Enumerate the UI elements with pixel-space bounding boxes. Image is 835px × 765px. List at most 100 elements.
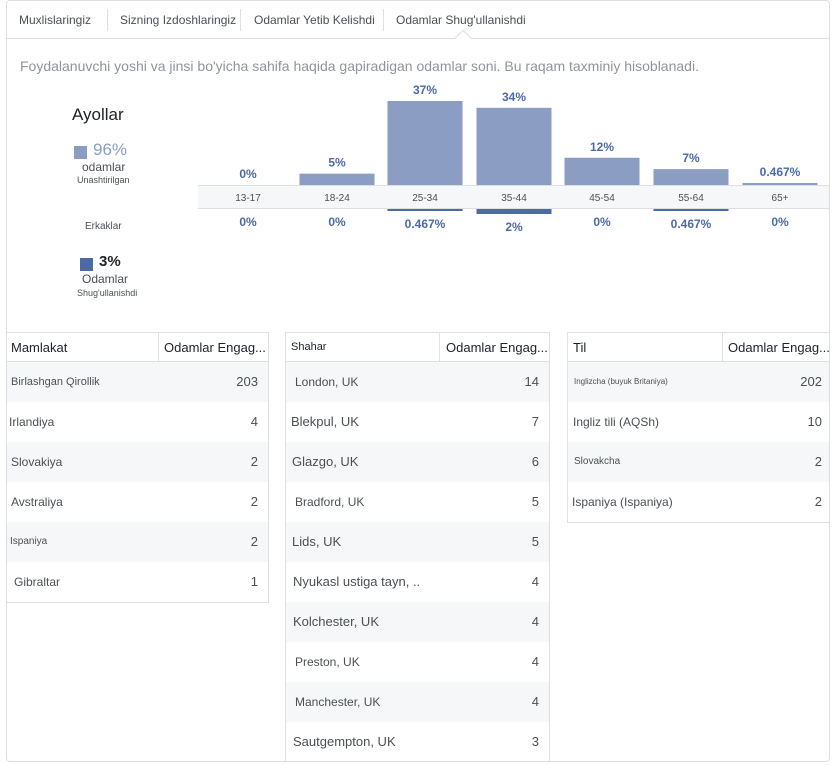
age-axis-strip	[198, 185, 829, 209]
city-engaged-column-header[interactable]: Odamlar Engag...	[446, 340, 548, 355]
city-value-cell: 4	[531, 654, 539, 669]
table-row: Bradford, UK 5	[286, 482, 549, 522]
country-name-cell: Ispaniya	[10, 536, 48, 547]
city-name-cell: London, UK	[295, 375, 359, 389]
city-name-cell: Bradford, UK	[295, 495, 365, 509]
language-name-cell: Inglizcha (buyuk Britaniya)	[574, 377, 668, 386]
tab-fans[interactable]: Muxlislaringiz	[19, 13, 92, 27]
table-row: Slovakcha 2	[568, 442, 829, 482]
table-row: Gibraltar 1	[7, 562, 268, 602]
men-value-label: 0%	[328, 215, 346, 229]
city-value-cell: 7	[531, 414, 539, 429]
table-row: Lids, UK 5	[286, 522, 549, 562]
table-row: Nyukasl ustiga tayn, .. 4	[286, 562, 549, 602]
women-value-label: 5%	[328, 156, 346, 170]
language-table-header: Til Odamlar Engag...	[568, 332, 830, 362]
country-table-header: Mamlakat Odamlar Engag...	[7, 332, 268, 362]
women-value-label: 34%	[502, 90, 526, 104]
city-table: Shahar Odamlar Engag... London, UK 14 Blek…	[285, 332, 550, 761]
women-value-label: 12%	[590, 140, 614, 154]
age-category-label: 55-64	[678, 193, 704, 204]
table-row: Sautgempton, UK 3	[286, 722, 549, 761]
women-value-label: 37%	[413, 83, 437, 97]
country-value-cell: 2	[250, 454, 258, 469]
table-row: Ingliz tili (AQSh) 10	[568, 402, 829, 442]
age-category-label: 18-24	[324, 193, 350, 204]
language-value-cell: 2	[814, 494, 822, 509]
women-bar-55-64[interactable]	[653, 169, 729, 185]
city-name-cell: Preston, UK	[295, 655, 360, 669]
table-row: Manchester, UK 4	[286, 682, 549, 722]
city-table-header: Shahar Odamlar Engag...	[286, 332, 549, 362]
language-name-cell: Ingliz tili (AQSh)	[573, 415, 660, 429]
women-swatch	[74, 146, 87, 159]
country-name-cell: Irlandiya	[9, 415, 55, 429]
women-bar-35-44[interactable]	[476, 107, 552, 185]
tab-divider	[240, 9, 241, 31]
women-value-label: 0.467%	[760, 165, 801, 179]
age-category-label: 45-54	[589, 193, 615, 204]
women-bar-25-34[interactable]	[387, 101, 463, 185]
tab-bar: Muxlislaringiz Sizning Izdoshlaringiz Od…	[7, 1, 829, 47]
age-category-label: 25-34	[412, 193, 438, 204]
country-table: Mamlakat Odamlar Engag... Birlashgan Qir…	[7, 332, 269, 603]
city-value-cell: 4	[531, 574, 539, 589]
city-value-cell: 4	[531, 614, 539, 629]
country-value-cell: 203	[236, 374, 258, 389]
language-column-header[interactable]: Til	[573, 340, 587, 355]
age-category-label: 13-17	[235, 193, 261, 204]
men-swatch	[80, 258, 93, 271]
women-bar-65+[interactable]	[742, 183, 818, 185]
language-value-cell: 2	[814, 454, 822, 469]
country-name-cell: Slovakiya	[11, 455, 63, 469]
men-value-label: 0%	[593, 215, 611, 229]
city-value-cell: 3	[531, 734, 539, 749]
tab-divider	[107, 9, 108, 31]
women-bar-45-54[interactable]	[564, 157, 640, 185]
men-subtitle: Shug'ullanishdi	[77, 288, 138, 298]
table-row: Avstraliya 2	[7, 482, 268, 522]
tab-followers[interactable]: Sizning Izdoshlaringiz	[120, 13, 237, 27]
women-value-label: 7%	[682, 151, 700, 165]
column-divider	[158, 333, 159, 362]
tab-people-engaged[interactable]: Odamlar Shug'ullanishdi	[396, 13, 526, 27]
country-value-cell: 2	[250, 494, 258, 509]
tab-divider	[383, 9, 384, 31]
table-row: Irlandiya 4	[7, 402, 268, 442]
men-title: Erkaklar	[85, 221, 122, 232]
language-engaged-column-header[interactable]: Odamlar Engag...	[728, 340, 830, 355]
city-name-cell: Glazgo, UK	[292, 454, 359, 469]
country-name-cell: Avstraliya	[11, 495, 63, 509]
women-subtitle: Unashtirilgan	[77, 175, 130, 185]
country-name-cell: Gibraltar	[14, 575, 61, 589]
age-category-label: 65+	[772, 193, 789, 204]
country-column-header[interactable]: Mamlakat	[11, 340, 68, 355]
men-bar-25-34[interactable]	[387, 209, 463, 211]
tab-people-reached[interactable]: Odamlar Yetib Kelishdi	[254, 13, 375, 27]
men-value-label: 0%	[771, 215, 789, 229]
city-column-header[interactable]: Shahar	[291, 341, 327, 353]
city-value-cell: 5	[531, 534, 539, 549]
country-value-cell: 1	[250, 574, 258, 589]
table-row: Glazgo, UK 6	[286, 442, 549, 482]
country-value-cell: 2	[250, 534, 258, 549]
country-engaged-column-header[interactable]: Odamlar Engag...	[164, 340, 266, 355]
city-name-cell: Lids, UK	[292, 534, 342, 549]
country-value-cell: 4	[250, 414, 258, 429]
table-row: London, UK 14	[286, 362, 549, 402]
women-bar-18-24[interactable]	[299, 173, 375, 185]
language-value-cell: 10	[807, 414, 822, 429]
men-percent: 3%	[99, 253, 121, 270]
table-row: Ispaniya 2	[7, 522, 268, 562]
city-name-cell: Kolchester, UK	[293, 614, 379, 629]
city-value-cell: 4	[531, 694, 539, 709]
women-unit: odamlar	[82, 160, 126, 174]
column-divider	[722, 333, 723, 362]
city-name-cell: Blekpul, UK	[291, 414, 359, 429]
men-bar-55-64[interactable]	[653, 209, 729, 211]
city-value-cell: 14	[524, 374, 539, 389]
country-name-cell: Birlashgan Qirollik	[11, 376, 100, 388]
men-bar-35-44[interactable]	[476, 209, 552, 214]
men-value-label: 2%	[505, 220, 523, 234]
men-unit: Odamlar	[82, 272, 129, 286]
